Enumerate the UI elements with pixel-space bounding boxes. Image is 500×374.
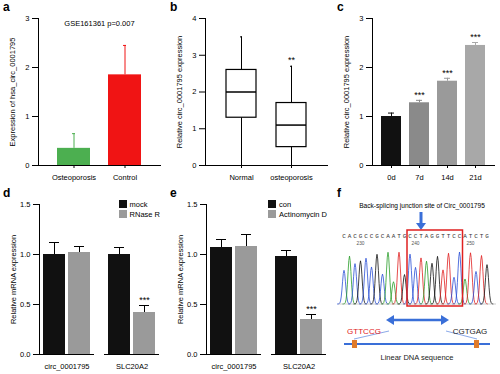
svg-text:240: 240 bbox=[411, 241, 419, 246]
svg-text:G: G bbox=[430, 233, 434, 240]
svg-text:circ_0001795: circ_0001795 bbox=[44, 362, 89, 371]
svg-text:***: *** bbox=[470, 32, 481, 42]
svg-text:**: ** bbox=[288, 55, 296, 65]
svg-text:0.5: 0.5 bbox=[20, 300, 30, 309]
svg-text:0: 0 bbox=[359, 161, 363, 170]
svg-text:***: *** bbox=[306, 304, 317, 314]
svg-text:T: T bbox=[447, 233, 451, 240]
svg-text:C: C bbox=[414, 233, 418, 240]
svg-text:osteoporosis: osteoporosis bbox=[270, 173, 313, 182]
svg-text:4: 4 bbox=[192, 14, 196, 23]
svg-text:21d: 21d bbox=[469, 173, 482, 182]
svg-text:C: C bbox=[353, 233, 357, 240]
svg-text:Relative mRNA expression: Relative mRNA expression bbox=[176, 235, 185, 324]
svg-text:Expression of hsa_circ_0001795: Expression of hsa_circ_0001795 bbox=[8, 38, 17, 147]
svg-text:1.0: 1.0 bbox=[20, 250, 30, 259]
svg-text:0.5: 0.5 bbox=[187, 300, 197, 309]
svg-text:7d: 7d bbox=[415, 173, 423, 182]
svg-text:Control: Control bbox=[113, 173, 138, 182]
svg-text:1: 1 bbox=[25, 112, 29, 121]
svg-text:0: 0 bbox=[192, 161, 196, 170]
svg-text:***: *** bbox=[139, 295, 150, 305]
svg-text:G: G bbox=[436, 233, 440, 240]
svg-text:0d: 0d bbox=[387, 173, 395, 182]
svg-text:Back-splicing junction site of: Back-splicing junction site of Circ_0001… bbox=[359, 202, 485, 210]
svg-text:Relative mRNA expression: Relative mRNA expression bbox=[9, 235, 18, 324]
svg-text:T: T bbox=[397, 233, 401, 240]
svg-text:C: C bbox=[381, 233, 385, 240]
svg-text:Linear DNA sequence: Linear DNA sequence bbox=[381, 353, 454, 362]
svg-text:C: C bbox=[458, 233, 462, 240]
svg-text:0.0: 0.0 bbox=[20, 350, 30, 359]
html-text:con: con bbox=[279, 200, 292, 209]
svg-text:C: C bbox=[342, 233, 346, 240]
svg-text:C: C bbox=[452, 233, 456, 240]
svg-text:G: G bbox=[375, 233, 379, 240]
svg-text:2: 2 bbox=[359, 63, 363, 72]
svg-text:14d: 14d bbox=[441, 173, 454, 182]
html-text:f: f bbox=[337, 186, 341, 200]
html-text:a: a bbox=[3, 0, 10, 14]
svg-text:***: *** bbox=[442, 68, 453, 78]
svg-text:2: 2 bbox=[192, 87, 196, 96]
svg-text:250: 250 bbox=[466, 241, 474, 246]
svg-text:1: 1 bbox=[192, 124, 196, 133]
svg-text:3: 3 bbox=[192, 51, 196, 60]
html-text:RNase R: RNase R bbox=[129, 210, 160, 219]
svg-text:0.0: 0.0 bbox=[187, 350, 197, 359]
svg-text:1: 1 bbox=[359, 112, 363, 121]
svg-text:C: C bbox=[370, 233, 374, 240]
svg-text:SLC20A2: SLC20A2 bbox=[116, 362, 148, 371]
svg-text:circ_0001795: circ_0001795 bbox=[211, 362, 256, 371]
svg-text:T: T bbox=[480, 233, 484, 240]
svg-text:Osteoporosis: Osteoporosis bbox=[52, 173, 96, 182]
html-text:Actinomycin D: Actinomycin D bbox=[279, 210, 327, 219]
svg-text:1.5: 1.5 bbox=[20, 200, 30, 209]
svg-text:2: 2 bbox=[25, 63, 29, 72]
svg-text:A: A bbox=[425, 233, 429, 240]
svg-text:GTTCCG: GTTCCG bbox=[347, 327, 381, 336]
svg-text:1.5: 1.5 bbox=[187, 200, 197, 209]
svg-text:A: A bbox=[463, 233, 467, 240]
html-text:e: e bbox=[170, 186, 177, 200]
svg-text:GSE161361 p=0.007: GSE161361 p=0.007 bbox=[64, 19, 134, 28]
svg-text:A: A bbox=[392, 233, 396, 240]
svg-text:SLC20A2: SLC20A2 bbox=[283, 362, 315, 371]
html-text:c: c bbox=[337, 0, 344, 14]
html-text:b: b bbox=[170, 0, 178, 14]
svg-text:Relative circ_0001795 expressi: Relative circ_0001795 expression bbox=[342, 36, 351, 149]
svg-text:***: *** bbox=[414, 90, 425, 100]
svg-text:0: 0 bbox=[25, 161, 29, 170]
svg-text:Relative circ_0001795 expressi: Relative circ_0001795 expression bbox=[175, 36, 184, 149]
svg-text:C: C bbox=[474, 233, 478, 240]
svg-text:T: T bbox=[469, 233, 473, 240]
svg-text:C: C bbox=[408, 233, 412, 240]
svg-text:A: A bbox=[386, 233, 390, 240]
svg-text:1.0: 1.0 bbox=[187, 250, 197, 259]
svg-text:G: G bbox=[403, 233, 407, 240]
svg-text:3: 3 bbox=[359, 14, 363, 23]
html-text:mock: mock bbox=[129, 200, 148, 209]
svg-text:Normal: Normal bbox=[229, 173, 254, 182]
svg-text:CGTGAG: CGTGAG bbox=[453, 327, 488, 336]
svg-text:3: 3 bbox=[25, 14, 29, 23]
svg-text:T: T bbox=[419, 233, 423, 240]
svg-text:A: A bbox=[348, 233, 352, 240]
svg-text:C: C bbox=[364, 233, 368, 240]
svg-text:G: G bbox=[485, 233, 489, 240]
svg-text:230: 230 bbox=[356, 241, 364, 246]
svg-text:G: G bbox=[359, 233, 363, 240]
html-text:d: d bbox=[3, 186, 11, 200]
svg-text:T: T bbox=[441, 233, 445, 240]
